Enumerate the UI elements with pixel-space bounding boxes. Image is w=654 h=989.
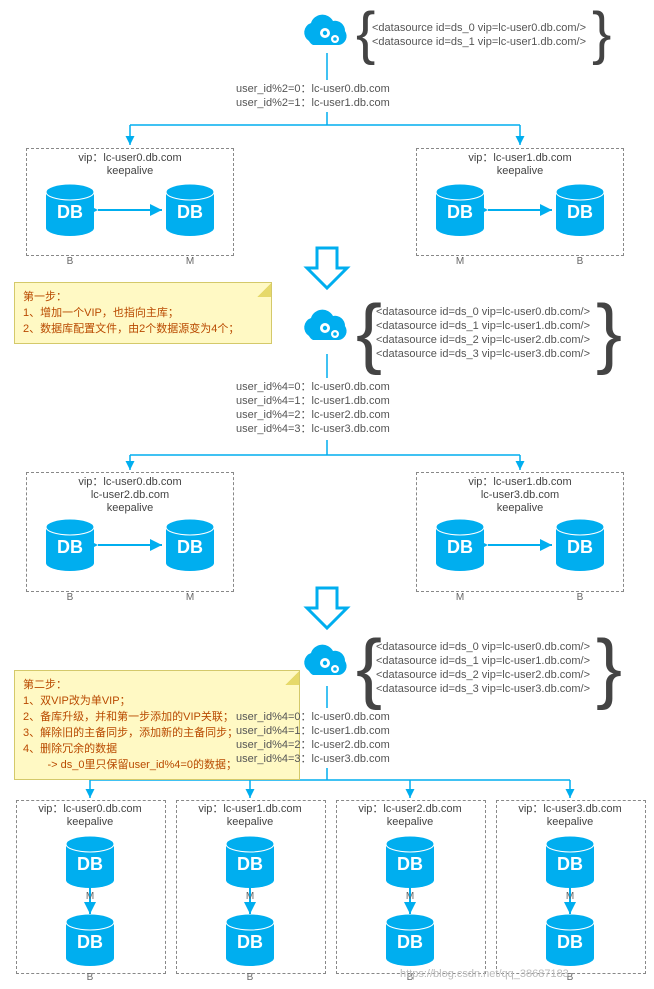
keepalive-text: keepalive xyxy=(56,165,204,178)
rule-line: user_id%4=1：lc-user1.db.com xyxy=(236,724,390,738)
note-line: 1、增加一个VIP，也指向主库； xyxy=(23,305,263,321)
ds-list-1: <datasource id=ds_0 vip=lc-user0.db.com/… xyxy=(372,21,586,49)
db-role-label: B xyxy=(62,256,78,267)
rule-line: user_id%4=1：lc-user1.db.com xyxy=(236,394,390,408)
ds-line: <datasource id=ds_3 vip=lc-user3.db.com/… xyxy=(376,347,590,361)
vip-text: lc-user2.db.com xyxy=(56,489,204,502)
db-role-label: M xyxy=(402,891,418,902)
note-title: 第一步： xyxy=(23,289,263,305)
vip-text: vip：lc-user1.db.com xyxy=(178,803,322,816)
rule-line: user_id%4=3：lc-user3.db.com xyxy=(236,752,390,766)
vip-label-q2: vip：lc-user2.db.com keepalive xyxy=(338,803,482,829)
keepalive-text: keepalive xyxy=(56,502,204,515)
db-role-label: B xyxy=(572,592,588,603)
rule-line: user_id%4=2：lc-user2.db.com xyxy=(236,738,390,752)
diagram-stage: DB xyxy=(0,0,654,989)
db-role-label: B xyxy=(82,972,98,983)
ds-line: <datasource id=ds_0 vip=lc-user0.db.com/… xyxy=(372,21,586,35)
vip-text: vip：lc-user1.db.com xyxy=(446,152,594,165)
rule-line: user_id%4=2：lc-user2.db.com xyxy=(236,408,390,422)
vip-text: vip：lc-user0.db.com xyxy=(56,152,204,165)
db-role-label: B xyxy=(242,972,258,983)
rule-line: user_id%4=3：lc-user3.db.com xyxy=(236,422,390,436)
brace-right-1: } xyxy=(592,5,611,63)
vip-label-2r: vip：lc-user1.db.com lc-user3.db.com keep… xyxy=(446,476,594,515)
db-role-label: B xyxy=(62,592,78,603)
keepalive-text: keepalive xyxy=(498,816,642,829)
ds-line: <datasource id=ds_1 vip=lc-user1.db.com/… xyxy=(376,654,590,668)
vip-label-2l: vip：lc-user0.db.com lc-user2.db.com keep… xyxy=(56,476,204,515)
note-line: 1、双VIP改为单VIP； xyxy=(23,693,291,709)
vip-label-1l: vip：lc-user0.db.com keepalive xyxy=(56,152,204,178)
db-role-label: M xyxy=(452,592,468,603)
keepalive-text: keepalive xyxy=(178,816,322,829)
vip-label-q0: vip：lc-user0.db.com keepalive xyxy=(18,803,162,829)
keepalive-text: keepalive xyxy=(338,816,482,829)
ds-line: <datasource id=ds_1 vip=lc-user1.db.com/… xyxy=(376,319,590,333)
ds-line: <datasource id=ds_2 vip=lc-user2.db.com/… xyxy=(376,333,590,347)
rule-line: user_id%2=1：lc-user1.db.com xyxy=(236,96,390,110)
ds-list-2: <datasource id=ds_0 vip=lc-user0.db.com/… xyxy=(376,305,590,361)
db-role-label: M xyxy=(182,592,198,603)
vip-text: vip：lc-user0.db.com xyxy=(56,476,204,489)
brace-right-3: } xyxy=(596,628,622,706)
note-line: 2、数据库配置文件，由2个数据源变为4个； xyxy=(23,321,263,337)
db-role-label: B xyxy=(572,256,588,267)
note-title: 第二步： xyxy=(23,677,291,693)
note-step-1: 第一步： 1、增加一个VIP，也指向主库； 2、数据库配置文件，由2个数据源变为… xyxy=(14,282,272,344)
db-role-label: M xyxy=(242,891,258,902)
vip-text: lc-user3.db.com xyxy=(446,489,594,502)
rules-1: user_id%2=0：lc-user0.db.com user_id%2=1：… xyxy=(236,82,390,110)
rule-line: user_id%4=0：lc-user0.db.com xyxy=(236,380,390,394)
vip-label-q1: vip：lc-user1.db.com keepalive xyxy=(178,803,322,829)
vip-text: vip：lc-user2.db.com xyxy=(338,803,482,816)
db-role-label: M xyxy=(562,891,578,902)
vip-text: vip：lc-user3.db.com xyxy=(498,803,642,816)
keepalive-text: keepalive xyxy=(446,165,594,178)
db-role-label: M xyxy=(82,891,98,902)
keepalive-text: keepalive xyxy=(18,816,162,829)
ds-line: <datasource id=ds_1 vip=lc-user1.db.com/… xyxy=(372,35,586,49)
brace-right-2: } xyxy=(596,293,622,371)
rules-2: user_id%4=0：lc-user0.db.com user_id%4=1：… xyxy=(236,380,390,436)
vip-text: vip：lc-user0.db.com xyxy=(18,803,162,816)
ds-line: <datasource id=ds_0 vip=lc-user0.db.com/… xyxy=(376,305,590,319)
vip-text: vip：lc-user1.db.com xyxy=(446,476,594,489)
rules-3: user_id%4=0：lc-user0.db.com user_id%4=1：… xyxy=(236,710,390,766)
ds-line: <datasource id=ds_0 vip=lc-user0.db.com/… xyxy=(376,640,590,654)
ds-line: <datasource id=ds_2 vip=lc-user2.db.com/… xyxy=(376,668,590,682)
rule-line: user_id%2=0：lc-user0.db.com xyxy=(236,82,390,96)
watermark: https://blog.csdn.net/qq_38687183 xyxy=(400,968,569,980)
ds-list-3: <datasource id=ds_0 vip=lc-user0.db.com/… xyxy=(376,640,590,696)
ds-line: <datasource id=ds_3 vip=lc-user3.db.com/… xyxy=(376,682,590,696)
rule-line: user_id%4=0：lc-user0.db.com xyxy=(236,710,390,724)
db-role-label: M xyxy=(182,256,198,267)
vip-label-1r: vip：lc-user1.db.com keepalive xyxy=(446,152,594,178)
db-role-label: M xyxy=(452,256,468,267)
vip-label-q3: vip：lc-user3.db.com keepalive xyxy=(498,803,642,829)
keepalive-text: keepalive xyxy=(446,502,594,515)
